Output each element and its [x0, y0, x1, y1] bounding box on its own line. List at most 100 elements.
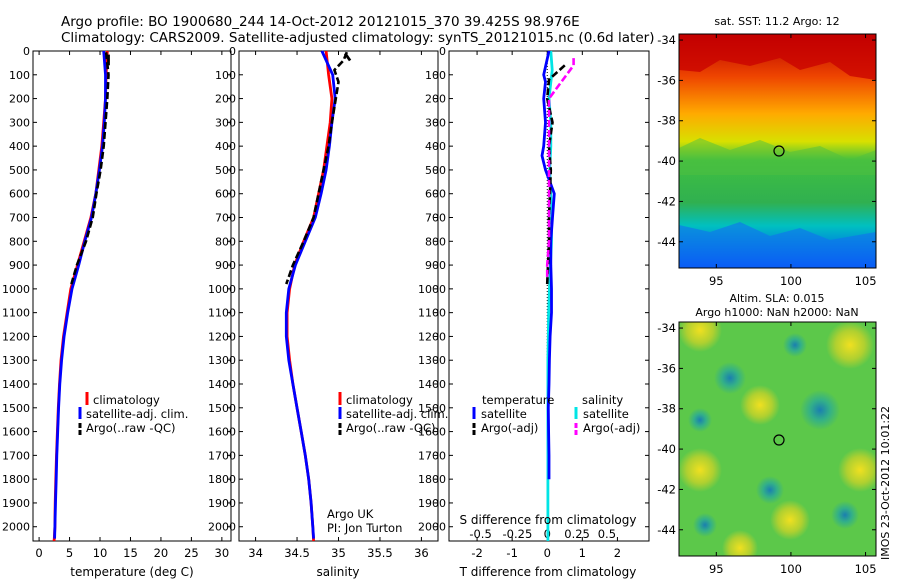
legend-label-temp-satellite: satellite	[481, 407, 527, 421]
depth-tick-label: 1100	[2, 307, 30, 320]
legend-label-temp-argo: Argo(-adj)	[481, 421, 538, 435]
depth-tick-label: 1300	[208, 354, 236, 367]
x-tick-label: 1	[579, 546, 586, 560]
temperature-panel: 0100200300400500600700800900100011001200…	[2, 45, 232, 579]
depth-tick-label: 1500	[208, 402, 236, 415]
temperature-xlabel: temperature (deg C)	[70, 565, 193, 579]
depth-tick-label: 200	[425, 93, 446, 106]
lat-tick-label: -44	[657, 235, 676, 249]
depth-tick-label: 1400	[208, 378, 236, 391]
lat-tick-label: -42	[657, 482, 676, 496]
lat-tick-label: -40	[657, 442, 676, 456]
legend-label-satellite: satellite-adj. clim.	[346, 407, 448, 421]
depth-tick-label: 0	[23, 45, 30, 58]
lon-tick-label: 100	[780, 274, 802, 288]
depth-tick-label: 700	[425, 212, 446, 225]
depth-tick-label: 300	[425, 116, 446, 129]
depth-tick-label: 1800	[418, 473, 446, 486]
sst-warm-region	[679, 34, 876, 80]
x-tick-label: 5	[66, 546, 73, 560]
depth-tick-label: 800	[215, 235, 236, 248]
difference-legend: temperature satellite Argo(-adj) salinit…	[472, 393, 640, 435]
depth-tick-label: 1700	[208, 449, 236, 462]
depth-tick-label: 500	[215, 164, 236, 177]
depth-tick-label: 600	[9, 188, 30, 201]
x-tick-label: 35	[331, 546, 346, 560]
depth-tick-label: 600	[425, 188, 446, 201]
series-line	[284, 50, 337, 539]
depth-tick-label: 1000	[418, 283, 446, 296]
salinity-depth-ticks: 0 100 200 300 400 500 600 700 800 900 1000 1100 1200…	[208, 45, 438, 534]
depth-tick-label: 1500	[2, 402, 30, 415]
depth-tick-label: 800	[9, 235, 30, 248]
lon-tick-label: 95	[709, 274, 724, 288]
lon-tick-label: 100	[780, 562, 802, 576]
depth-tick-label: 300	[9, 116, 30, 129]
depth-tick-label: 400	[9, 140, 30, 153]
sst-map-ticks: -34 -36 -38 -40 -42 -44 95 100 105	[657, 33, 876, 288]
series-line	[540, 50, 556, 480]
depth-tick-label: 900	[215, 259, 236, 272]
depth-tick-label: 200	[9, 93, 30, 106]
series-line	[545, 58, 575, 277]
depth-tick-label: 1000	[2, 283, 30, 296]
sst-map: sat. SST: 11.2 Argo: 12 -34-36-38-40-42-…	[657, 15, 876, 288]
depth-tick-label: 2000	[418, 521, 446, 534]
x-tick-label: 2	[614, 546, 621, 560]
depth-tick-label: 800	[425, 235, 446, 248]
salinity-x-ticks: 34 34.5 35 35.5 36	[248, 51, 429, 560]
figure-title-line1: Argo profile: BO 1900680_244 14-Oct-2012…	[61, 14, 580, 30]
lat-tick-label: -42	[657, 194, 676, 208]
legend-label-sal-argo: Argo(-adj)	[583, 421, 640, 435]
argo-program-label: Argo UK	[327, 507, 374, 521]
depth-tick-label: 0	[229, 45, 236, 58]
figure-title-line2: Climatology: CARS2009. Satellite-adjuste…	[61, 30, 655, 46]
depth-tick-label: 1600	[418, 426, 446, 439]
lat-tick-label: -36	[657, 73, 676, 87]
legend-label-argo: Argo(..raw -QC)	[346, 421, 436, 435]
x-tick-label: 35.5	[367, 546, 393, 560]
imos-watermark-text: IMOS 23-Oct-2012 10:01:22	[879, 405, 892, 560]
depth-tick-label: 200	[215, 93, 236, 106]
depth-tick-label: 1600	[208, 426, 236, 439]
x-tick-label: -1	[506, 546, 517, 560]
lat-tick-label: -34	[657, 33, 676, 47]
depth-tick-label: 1400	[418, 378, 446, 391]
sla-lows	[688, 333, 859, 537]
sst-argo-location	[773, 145, 785, 157]
temperature-series	[52, 50, 110, 542]
x2-tick-label: -0.5	[469, 527, 491, 541]
sst-cold-region	[679, 222, 876, 268]
depth-tick-label: 1200	[2, 330, 30, 343]
salinity-xlabel: salinity	[316, 565, 359, 579]
salinity-panel: 0100200300400500600700800900100011001200…	[208, 45, 448, 579]
sla-map-ticks: -34 -36 -38 -40 -42 -44 95 100 105	[657, 321, 876, 576]
depth-tick-label: 900	[9, 259, 30, 272]
sst-map-frame	[678, 33, 877, 269]
legend-label-climatology: climatology	[93, 393, 160, 407]
depth-tick-label: 1300	[418, 354, 446, 367]
difference-xlabel: T difference from climatology	[459, 565, 637, 579]
salinity-legend: climatology satellite-adj. clim. Argo(..…	[338, 392, 448, 435]
depth-tick-label: 1200	[418, 330, 446, 343]
depth-tick-label: 1000	[208, 283, 236, 296]
legend-title-temperature: temperature	[482, 393, 554, 407]
pi-label: PI: Jon Turton	[327, 521, 402, 535]
x-tick-label: 34.5	[284, 546, 310, 560]
legend-title-salinity: salinity	[582, 393, 623, 407]
sla-map-title-line1: Altim. SLA: 0.015	[729, 292, 824, 305]
depth-tick-label: 500	[425, 164, 446, 177]
x2-tick-label: 0.25	[564, 527, 590, 541]
x-tick-label: 0	[35, 546, 42, 560]
lat-tick-label: -44	[657, 523, 676, 537]
lat-tick-label: -36	[657, 361, 676, 375]
legend-label-argo: Argo(..raw -QC)	[86, 421, 176, 435]
lat-tick-label: -40	[657, 154, 676, 168]
lon-tick-label: 95	[709, 562, 724, 576]
depth-tick-label: 2000	[2, 521, 30, 534]
difference-depth-ticks: 0 100 200 300 400 500 600 700 800 900 1000 1100 1200…	[418, 45, 649, 534]
depth-tick-label: 400	[425, 140, 446, 153]
depth-tick-label: 1100	[418, 307, 446, 320]
lon-tick-label: 105	[855, 274, 877, 288]
